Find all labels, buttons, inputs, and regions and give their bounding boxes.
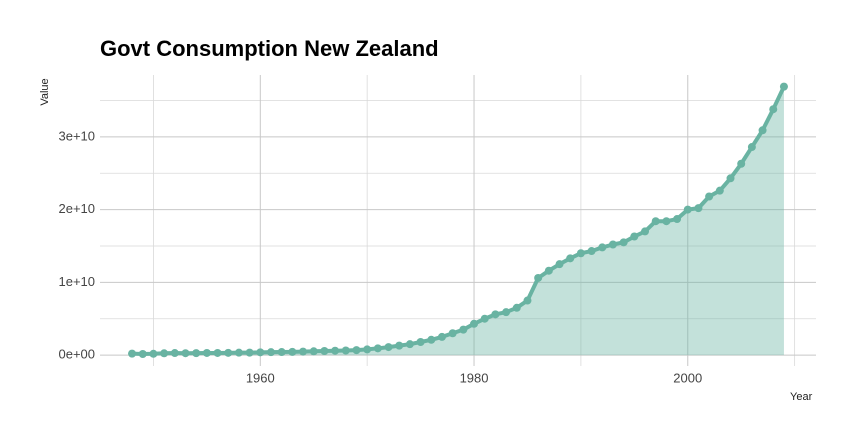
point xyxy=(470,319,479,328)
point xyxy=(309,347,318,356)
x-tick-label: 1980 xyxy=(460,370,489,385)
point xyxy=(523,296,532,305)
chart-title: Govt Consumption New Zealand xyxy=(100,36,439,61)
point xyxy=(726,174,735,183)
point xyxy=(619,238,628,247)
y-tick-label: 3e+10 xyxy=(58,128,95,143)
point xyxy=(608,240,617,249)
point xyxy=(277,348,286,357)
x-tick-label: 2000 xyxy=(673,370,702,385)
y-tick-label: 2e+10 xyxy=(58,201,95,216)
point xyxy=(373,344,382,353)
point xyxy=(288,347,297,356)
y-tick-label: 0e+00 xyxy=(58,347,95,362)
point xyxy=(673,215,682,224)
point xyxy=(437,332,446,341)
point xyxy=(405,340,414,349)
point xyxy=(491,310,500,319)
point xyxy=(170,349,179,358)
point xyxy=(459,325,468,334)
point xyxy=(598,243,607,252)
point xyxy=(181,349,190,358)
point xyxy=(331,346,340,355)
point xyxy=(138,349,147,358)
point xyxy=(630,232,639,241)
point xyxy=(245,348,254,357)
point xyxy=(715,186,724,195)
point xyxy=(384,343,393,352)
point xyxy=(234,348,243,357)
point xyxy=(416,337,425,346)
point xyxy=(160,349,169,358)
point xyxy=(705,192,714,201)
point xyxy=(224,348,233,357)
point xyxy=(341,346,350,355)
point xyxy=(512,303,521,312)
area xyxy=(132,86,784,356)
point xyxy=(427,335,436,344)
point xyxy=(758,126,767,135)
point xyxy=(769,105,778,114)
point xyxy=(213,348,222,357)
point xyxy=(641,227,650,236)
point xyxy=(534,273,543,282)
point xyxy=(299,347,308,356)
x-tick-label: 1960 xyxy=(246,370,275,385)
point xyxy=(502,308,511,317)
x-axis-label: Year xyxy=(790,391,813,403)
point xyxy=(256,348,265,357)
point xyxy=(683,205,692,214)
y-axis-label: Value xyxy=(39,78,51,105)
point xyxy=(651,217,660,226)
point xyxy=(544,266,553,275)
point xyxy=(779,82,788,91)
point xyxy=(587,247,596,256)
point xyxy=(662,217,671,226)
point xyxy=(555,260,564,269)
point xyxy=(202,348,211,357)
point xyxy=(363,345,372,354)
point xyxy=(352,346,361,355)
point xyxy=(128,349,137,358)
point xyxy=(320,347,329,356)
point xyxy=(566,254,575,263)
point xyxy=(149,349,158,358)
point xyxy=(192,349,201,358)
point xyxy=(395,341,404,350)
y-tick-label: 1e+10 xyxy=(58,274,95,289)
point xyxy=(747,143,756,152)
point xyxy=(266,348,275,357)
point xyxy=(448,329,457,338)
point xyxy=(694,204,703,213)
point xyxy=(576,249,585,258)
point xyxy=(737,159,746,168)
point xyxy=(480,314,489,323)
